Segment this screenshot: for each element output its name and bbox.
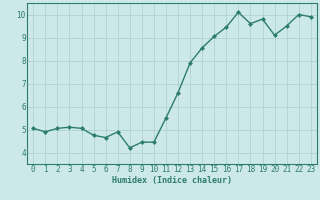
X-axis label: Humidex (Indice chaleur): Humidex (Indice chaleur) [112, 176, 232, 185]
